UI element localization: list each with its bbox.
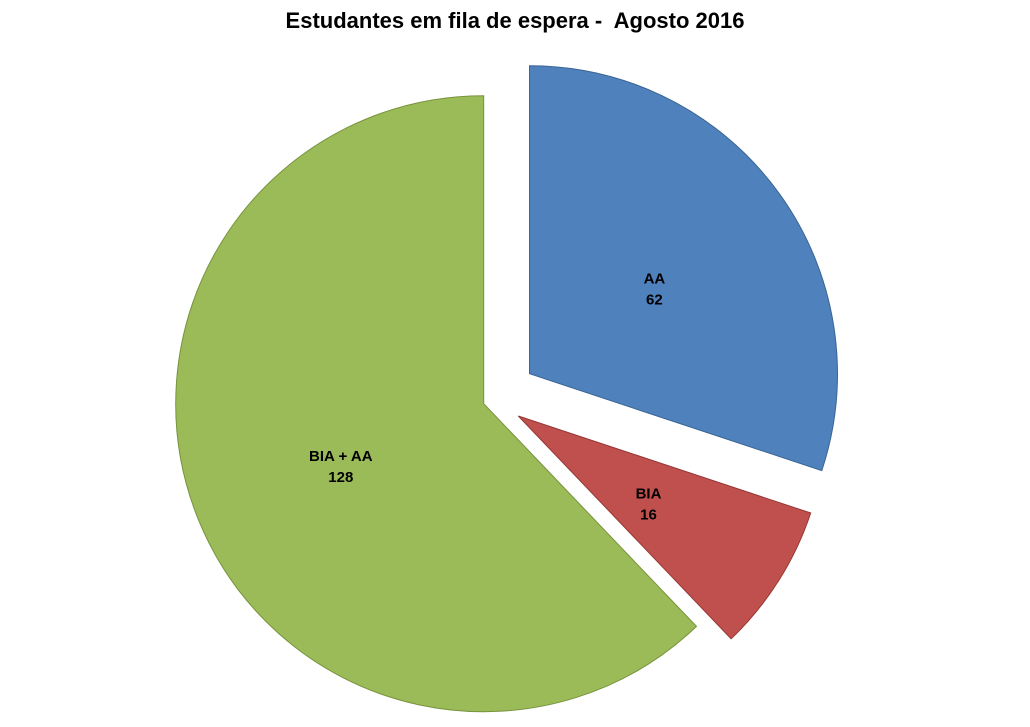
slice-label-bia: BIA 16 xyxy=(636,485,662,523)
slice-label-aa: AA 62 xyxy=(644,271,666,309)
slice-label-bia-aa: BIA + AA 128 xyxy=(309,448,373,486)
chart-title: Estudantes em fila de espera - Agosto 20… xyxy=(285,8,745,33)
pie-slice-aa xyxy=(529,65,838,472)
pie-slice-bia xyxy=(517,415,812,640)
pie-slice-bia-aa xyxy=(175,95,698,713)
